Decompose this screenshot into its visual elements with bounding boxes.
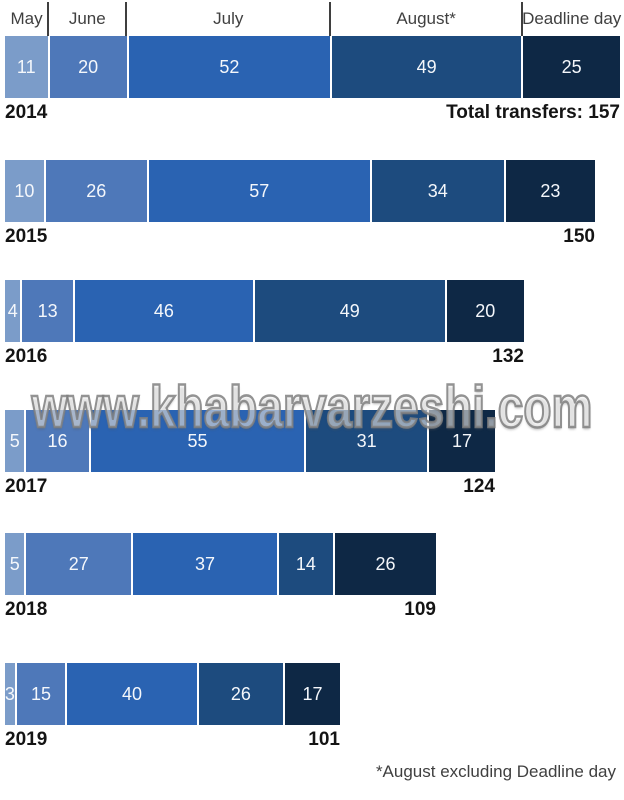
year-label: 2016	[5, 346, 48, 367]
column-label-may: May	[10, 9, 43, 28]
segment-value: 26	[375, 553, 396, 574]
bar-segment-may: 11	[5, 36, 50, 98]
segment-value: 4	[7, 300, 18, 321]
total-label: 109	[404, 599, 436, 620]
segment-value: 15	[30, 683, 52, 704]
bar-segment-june: 15	[16, 663, 68, 725]
segment-value: 25	[561, 56, 582, 77]
segment-value: 37	[194, 553, 215, 574]
segment-value: 5	[9, 430, 20, 451]
bar-segment-may: 10	[5, 160, 46, 222]
column-tick	[521, 2, 524, 36]
year-label: 2018	[5, 599, 48, 620]
segment-value: 27	[68, 553, 89, 574]
total-label: 124	[463, 476, 495, 497]
bar-segment-may: 4	[5, 280, 23, 342]
bar-segment-deadline-day: 26	[335, 533, 437, 595]
segment-value: 5	[9, 553, 20, 574]
segment-value: 13	[37, 300, 58, 321]
bar-segment-august: 31	[306, 410, 429, 472]
segment-value: 3	[4, 683, 15, 704]
bar-segment-deadline-day: 20	[446, 280, 524, 342]
segment-value: 14	[295, 553, 316, 574]
total-label: 150	[563, 226, 595, 247]
year-label: 2019	[5, 729, 48, 750]
total-label: 132	[492, 346, 524, 367]
segment-value: 52	[219, 56, 240, 77]
bar-segment-deadline-day: 17	[428, 410, 495, 472]
bar-segment-july: 46	[74, 280, 255, 342]
bar-segment-may: 5	[5, 533, 27, 595]
segment-value: 40	[122, 683, 143, 704]
bar-segment-june: 20	[49, 36, 129, 98]
segment-value: 49	[339, 300, 360, 321]
segment-value: 16	[47, 430, 68, 451]
segment-value: 17	[302, 683, 323, 704]
column-tick	[329, 2, 332, 36]
year-label: 2017	[5, 476, 48, 497]
column-label-june: June	[68, 9, 106, 28]
segment-value: 17	[451, 430, 472, 451]
segment-value: 46	[153, 300, 174, 321]
segment-value: 11	[16, 56, 36, 77]
bar-segment-august: 14	[278, 533, 336, 595]
segment-value: 55	[187, 430, 208, 451]
bar-2019: 3 15 40 26 17	[5, 663, 340, 725]
segment-value: 57	[249, 180, 270, 201]
bar-2016: 4 13 46 49 20	[5, 280, 524, 342]
bar-segment-august: 34	[371, 160, 506, 222]
bar-segment-june: 26	[45, 160, 149, 222]
bar-segment-may: 5	[5, 410, 27, 472]
segment-value: 10	[14, 180, 35, 201]
bar-segment-july: 52	[128, 36, 332, 98]
bar-segment-august: 49	[254, 280, 447, 342]
year-label: 2014	[5, 102, 48, 123]
segment-value: 20	[78, 56, 99, 77]
bar-segment-july: 57	[148, 160, 372, 222]
bar-segment-july: 55	[90, 410, 307, 472]
bar-segment-may: 3	[5, 663, 17, 725]
bar-segment-deadline-day: 25	[523, 36, 621, 98]
bar-segment-june: 27	[26, 533, 134, 595]
bar-segment-deadline-day: 23	[505, 160, 595, 222]
column-label-august: August*	[396, 9, 456, 28]
year-label: 2015	[5, 226, 48, 247]
segment-value: 34	[427, 180, 448, 201]
bar-segment-june: 13	[22, 280, 75, 342]
bar-segment-august: 26	[198, 663, 285, 725]
bar-segment-july: 40	[67, 663, 199, 725]
total-label: Total transfers: 157	[446, 102, 620, 123]
bar-segment-august: 49	[331, 36, 524, 98]
bar-2015: 10 26 57 34 23	[5, 160, 595, 222]
column-tick	[125, 2, 128, 36]
bar-segment-july: 37	[133, 533, 279, 595]
bar-segment-june: 16	[26, 410, 91, 472]
total-label: 101	[308, 729, 340, 750]
segment-value: 23	[540, 180, 561, 201]
bar-2014: 11 20 52 49 25	[5, 36, 621, 98]
segment-value: 26	[230, 683, 251, 704]
column-label-july: July	[213, 9, 244, 28]
footnote: *August excluding Deadline day	[375, 762, 616, 781]
bar-2018: 5 27 37 14 26	[5, 533, 437, 595]
segment-value: 49	[416, 56, 437, 77]
segment-value: 20	[475, 300, 496, 321]
segment-value: 26	[86, 180, 107, 201]
column-tick	[47, 2, 50, 36]
column-label-deadline-day: Deadline day	[522, 9, 622, 28]
bar-2017: 5 16 55 31 17	[5, 410, 495, 472]
segment-value: 31	[356, 430, 377, 451]
bar-segment-deadline-day: 17	[284, 663, 340, 725]
